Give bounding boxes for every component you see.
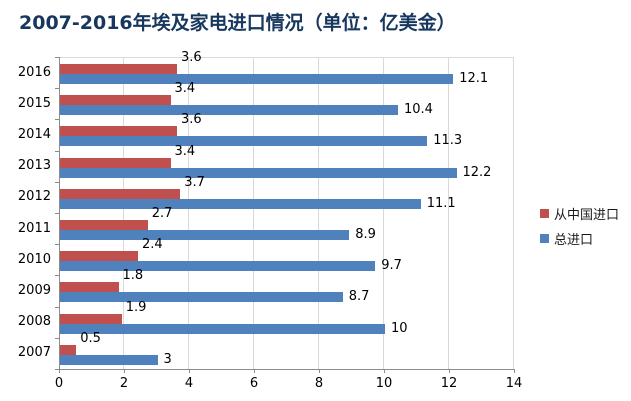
y-axis-tick [55, 337, 59, 339]
bar-label-china-2011: 2.7 [151, 206, 173, 221]
bar-label-total-2015: 10.4 [404, 102, 433, 118]
x-axis-line [59, 369, 514, 370]
bar-china-2012 [60, 188, 181, 199]
gridline [513, 57, 514, 369]
bar-total-2016 [60, 74, 454, 84]
bar-total-2012 [60, 198, 421, 209]
gridline [383, 57, 384, 369]
x-axis-tick [384, 369, 385, 373]
y-axis-label-2014: 2014 [17, 127, 51, 142]
bar-label-total-2013: 12.2 [462, 164, 492, 180]
bar-total-2011 [60, 230, 350, 240]
legend-item-0: 从中国进口 [540, 203, 619, 223]
bar-label-china-2013: 3.4 [174, 143, 196, 159]
y-axis-tick [55, 275, 59, 277]
bar-label-china-2009: 1.8 [122, 268, 144, 284]
bar-china-2010 [60, 251, 138, 262]
bar-china-2011 [60, 220, 148, 230]
bar-china-2009 [60, 282, 119, 293]
legend-item-1: 总进口 [540, 228, 619, 248]
y-axis-tick [55, 181, 59, 183]
bar-china-2014 [60, 126, 177, 137]
y-axis-tick [55, 119, 59, 121]
bar-label-china-2012: 3.7 [184, 174, 205, 190]
legend-label-0: 从中国进口 [554, 207, 620, 223]
bar-label-china-2016: 3.6 [181, 50, 202, 65]
x-axis-label-12: 12 [440, 376, 458, 391]
y-axis-tick [55, 88, 59, 90]
bar-label-total-2007: 3 [163, 351, 172, 367]
plot-border-top [59, 57, 514, 58]
bar-label-total-2014: 11.3 [433, 133, 463, 149]
x-axis-tick [449, 369, 450, 373]
y-axis-label-2012: 2012 [17, 189, 51, 205]
legend-swatch-0 [540, 208, 549, 218]
x-axis-tick [254, 369, 255, 373]
y-axis-tick [55, 244, 59, 246]
bar-china-2016 [60, 64, 177, 74]
x-axis-label-14: 14 [505, 376, 523, 391]
y-axis-label-2016: 2016 [17, 64, 51, 80]
y-axis-label-2010: 2010 [17, 251, 51, 267]
bar-label-china-2007: 0.5 [80, 330, 101, 346]
y-axis-label-2009: 2009 [17, 283, 51, 298]
bar-total-2007 [60, 354, 158, 365]
legend-label-1: 总进口 [554, 232, 594, 248]
y-axis-tick [55, 57, 59, 58]
y-axis-line [59, 57, 60, 369]
x-axis-label-4: 4 [184, 376, 194, 391]
plot-area: 3.6 12.1 3.4 10.4 3.6 11.3 3.4 12.2 3.7 11.1 2.7 8.… [59, 51, 514, 370]
gridline [188, 57, 189, 369]
bar-china-2008 [60, 313, 122, 324]
y-axis-tick [55, 213, 59, 214]
bar-total-2014 [60, 136, 428, 147]
y-axis-label-2008: 2008 [17, 314, 51, 330]
bar-total-2010 [60, 261, 376, 272]
x-axis-label-2: 2 [119, 376, 129, 391]
chart-title: 2007-2016年埃及家电进口情况（单位：亿美金） [19, 12, 456, 34]
x-axis-label-8: 8 [314, 376, 324, 391]
bar-total-2009 [60, 292, 343, 303]
y-axis-label-2015: 2015 [17, 95, 51, 111]
bar-total-2015 [60, 105, 398, 116]
bar-china-2013 [60, 157, 171, 168]
bar-label-total-2010: 9.7 [381, 258, 402, 274]
bar-label-total-2011: 8.9 [355, 227, 376, 242]
y-axis-label-2013: 2013 [17, 158, 51, 174]
x-axis-label-10: 10 [375, 376, 393, 391]
bar-label-total-2016: 12.1 [459, 71, 489, 86]
bar-label-china-2015: 3.4 [174, 81, 196, 97]
legend: 从中国进口 总进口 [540, 203, 619, 253]
gridline [123, 57, 124, 369]
x-axis-tick [124, 369, 125, 373]
x-axis-tick [514, 369, 515, 373]
y-axis-label-2007: 2007 [17, 345, 51, 361]
x-axis-tick [59, 369, 60, 373]
x-axis-tick [189, 369, 190, 373]
y-axis-tick [55, 369, 59, 370]
bar-label-total-2012: 11.1 [426, 195, 456, 211]
gridline [448, 57, 449, 369]
x-axis-label-6: 6 [249, 376, 259, 391]
bar-label-total-2009: 8.7 [348, 289, 370, 305]
y-axis-tick [55, 306, 59, 308]
legend-swatch-1 [540, 233, 549, 243]
x-axis-tick [319, 369, 320, 373]
bar-label-china-2008: 1.9 [125, 299, 147, 315]
bar-china-2015 [60, 95, 171, 106]
bar-label-total-2008: 10 [391, 320, 408, 336]
bar-label-china-2010: 2.4 [142, 237, 163, 253]
bar-china-2007 [60, 344, 77, 355]
y-axis-label-2011: 2011 [17, 220, 51, 236]
bar-label-china-2014: 3.6 [181, 112, 202, 128]
bar-total-2008 [60, 323, 385, 334]
y-axis-tick [55, 150, 59, 152]
gridline [253, 57, 254, 369]
bar-total-2013 [60, 167, 457, 178]
gridline [318, 57, 319, 369]
x-axis-label-0: 0 [54, 376, 64, 391]
